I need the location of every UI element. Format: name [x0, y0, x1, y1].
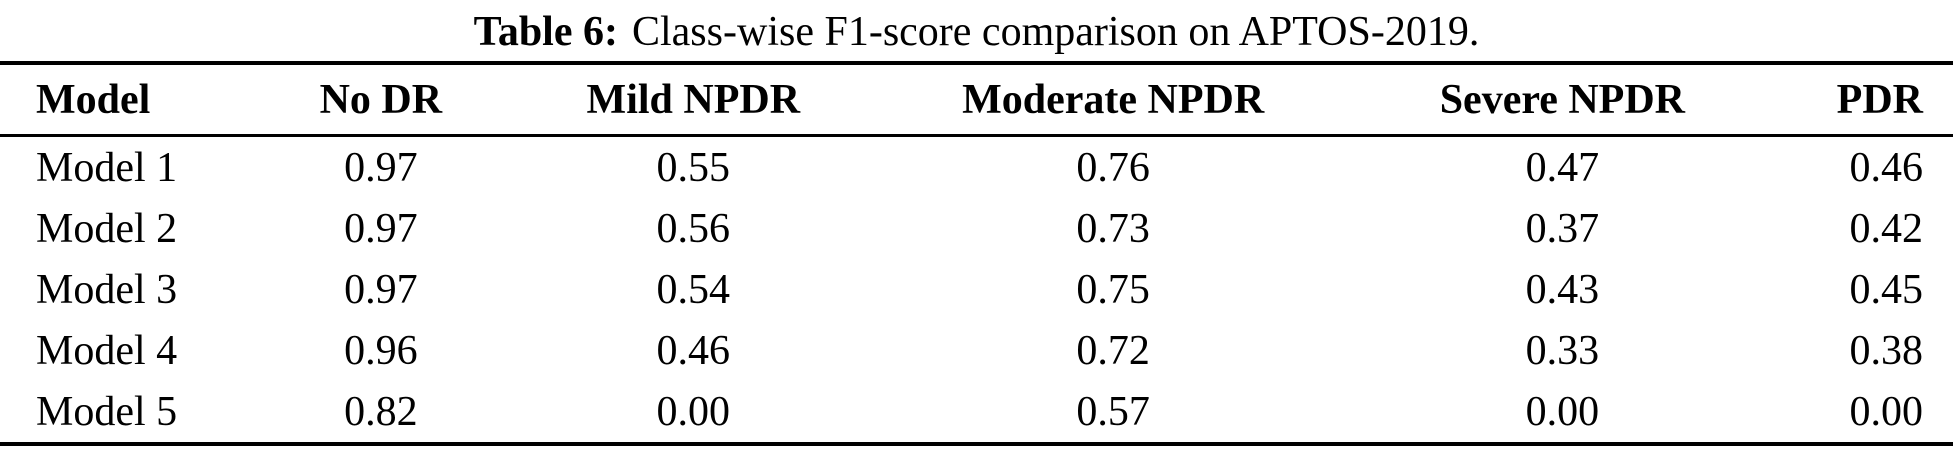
value-cell: 0.47: [1525, 144, 1600, 191]
value-cell: 0.97: [344, 266, 418, 313]
model-cell: Model 4: [36, 327, 178, 374]
column-header-model: Model: [0, 63, 235, 137]
value-cell: 0.97: [344, 144, 418, 191]
table-row: Model 5 0.82 0.00 0.57 0.00 0.00: [0, 381, 1953, 444]
value-cell: 0.75: [1076, 266, 1150, 313]
caption-text: Class-wise F1-score comparison on APTOS-…: [631, 9, 1480, 55]
column-header-no-dr: No DR: [234, 63, 528, 137]
column-header-mild-npdr: Mild NPDR: [527, 63, 860, 137]
model-cell: Model 1: [36, 144, 178, 191]
caption-label: Table 6:: [473, 9, 618, 55]
value-cell: 0.43: [1525, 266, 1600, 313]
value-cell: 0.55: [656, 144, 731, 191]
value-cell: 0.46: [1849, 144, 1924, 191]
value-cell: 0.82: [344, 388, 418, 435]
table-caption: Table 6: Class-wise F1-score comparison o…: [0, 0, 1953, 61]
model-cell: Model 3: [36, 266, 178, 313]
column-header-severe-npdr: Severe NPDR: [1367, 63, 1758, 137]
value-cell: 0.46: [656, 327, 731, 374]
value-cell: 0.57: [1076, 388, 1150, 435]
model-cell: Model 2: [36, 205, 178, 252]
model-cell: Model 5: [36, 388, 178, 435]
value-cell: 0.45: [1849, 266, 1924, 313]
header-row: Model No DR Mild NPDR Moderate NPDR Seve…: [0, 63, 1953, 137]
value-cell: 0.00: [1525, 388, 1600, 435]
table-row: Model 1 0.97 0.55 0.76 0.47 0.46: [0, 136, 1953, 199]
value-cell: 0.00: [656, 388, 731, 435]
value-cell: 0.97: [344, 205, 418, 252]
value-cell: 0.33: [1525, 327, 1600, 374]
value-cell: 0.96: [344, 327, 418, 374]
column-header-pdr: PDR: [1757, 63, 1953, 137]
value-cell: 0.73: [1076, 205, 1150, 252]
value-cell: 0.56: [656, 205, 731, 252]
value-cell: 0.54: [656, 266, 731, 313]
column-header-moderate-npdr: Moderate NPDR: [859, 63, 1368, 137]
value-cell: 0.72: [1076, 327, 1150, 374]
value-cell: 0.37: [1525, 205, 1600, 252]
value-cell: 0.42: [1849, 205, 1924, 252]
table-row: Model 4 0.96 0.46 0.72 0.33 0.38: [0, 320, 1953, 381]
f1-score-table: Model No DR Mild NPDR Moderate NPDR Seve…: [0, 61, 1953, 446]
value-cell: 0.00: [1849, 388, 1924, 435]
value-cell: 0.38: [1849, 327, 1924, 374]
value-cell: 0.76: [1076, 144, 1150, 191]
table-row: Model 3 0.97 0.54 0.75 0.43 0.45: [0, 259, 1953, 320]
table-row: Model 2 0.97 0.56 0.73 0.37 0.42: [0, 198, 1953, 259]
